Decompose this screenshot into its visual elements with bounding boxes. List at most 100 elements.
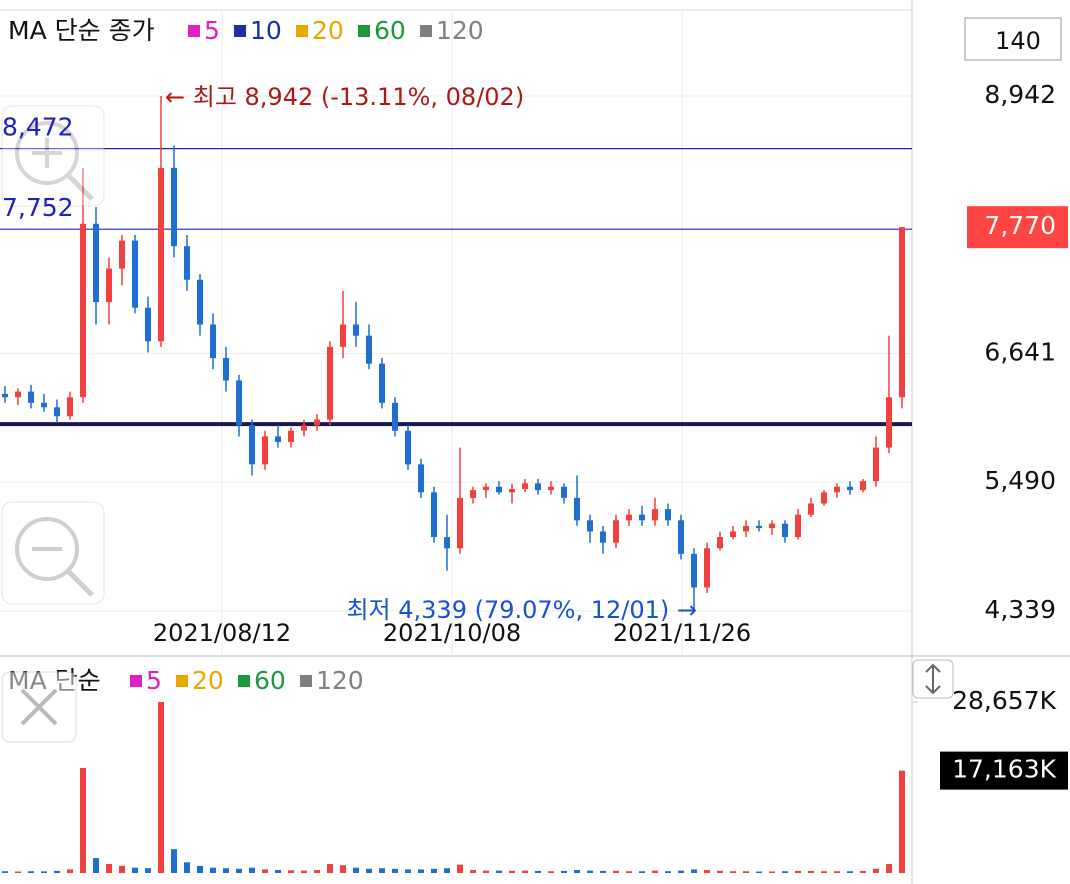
low-annotation: 최저 4,339 (79.07%, 12/01) → xyxy=(346,596,697,624)
candle-body xyxy=(54,407,60,417)
candle-body xyxy=(288,430,294,442)
volume-bar xyxy=(873,868,879,873)
candle-body xyxy=(405,430,411,465)
candle-body xyxy=(470,490,476,498)
volume-bar xyxy=(145,868,151,873)
candle-body xyxy=(561,486,567,498)
volume-bar xyxy=(717,870,723,873)
volume-bar xyxy=(782,871,788,873)
candle-body xyxy=(535,483,541,491)
volume-bar xyxy=(639,871,645,873)
candle-body xyxy=(236,380,242,426)
candle-body xyxy=(275,436,281,442)
current-volume-label: 17,163K xyxy=(952,755,1056,784)
price-line-label: 8,472 xyxy=(2,113,74,142)
volume-bar xyxy=(652,870,658,873)
period-count[interactable]: 140 xyxy=(995,27,1041,55)
volume-ma-legend: 5 20 60 120 xyxy=(130,666,364,695)
candle-body xyxy=(483,486,489,491)
volume-bar xyxy=(600,870,606,873)
volume-bar xyxy=(431,868,437,873)
volume-bar xyxy=(197,865,203,873)
volume-bar xyxy=(847,871,853,873)
candle-body xyxy=(899,227,905,398)
zoom-out-handle xyxy=(66,569,94,597)
resize-arrow-heads xyxy=(925,663,941,695)
zoom-in-button[interactable] xyxy=(1,105,105,207)
candle-body xyxy=(457,497,463,549)
candle-body xyxy=(444,537,450,549)
price-line-label: 7,752 xyxy=(2,193,74,222)
resize-button[interactable] xyxy=(912,659,954,699)
candle-body xyxy=(15,391,21,398)
candle-body xyxy=(2,393,8,398)
candle-body xyxy=(392,402,398,431)
candle-body xyxy=(249,425,255,465)
volume-bar xyxy=(743,871,749,873)
legend-swatch xyxy=(188,25,200,37)
candle-body xyxy=(184,246,190,280)
candle-body xyxy=(795,514,801,538)
candle-body xyxy=(587,520,593,532)
close-panel-button[interactable] xyxy=(1,671,77,743)
volume-bar xyxy=(106,864,112,873)
volume-bar xyxy=(80,767,86,873)
candle-body xyxy=(158,167,164,342)
volume-bar xyxy=(327,864,333,873)
candle-body xyxy=(509,488,515,493)
volume-bar xyxy=(483,870,489,873)
candle-body xyxy=(821,492,827,504)
candle-body xyxy=(847,486,853,491)
volume-bar xyxy=(119,865,125,873)
legend-label: 20 xyxy=(192,666,224,695)
volume-bar xyxy=(574,870,580,873)
legend-swatch xyxy=(358,25,370,37)
volume-bar xyxy=(405,869,411,873)
volume-bar xyxy=(795,870,801,873)
y-tick-label: 4,339 xyxy=(984,595,1056,624)
candle-body xyxy=(834,486,840,493)
period-box[interactable] xyxy=(964,17,1062,61)
legend-label: 120 xyxy=(316,666,364,695)
candle-body xyxy=(496,486,502,493)
candle-body xyxy=(860,481,866,491)
volume-bar xyxy=(613,870,619,873)
volume-bar xyxy=(67,869,73,873)
volume-bar xyxy=(808,870,814,873)
volume-bar xyxy=(15,871,21,873)
legend-swatch xyxy=(176,675,188,687)
legend-label: 60 xyxy=(374,16,406,45)
y-tick-label: 8,942 xyxy=(984,80,1056,109)
zoom-out-button[interactable] xyxy=(1,501,105,605)
candle-body xyxy=(119,240,125,269)
candle-body xyxy=(41,402,47,408)
volume-bar xyxy=(730,871,736,873)
ma-header: MA 단순 종가 xyxy=(8,16,155,45)
volume-bar xyxy=(899,770,905,873)
volume-bar xyxy=(561,870,567,873)
volume-bar xyxy=(392,868,398,873)
candle-body xyxy=(197,279,203,325)
volume-bar xyxy=(353,867,359,873)
candle-body xyxy=(353,324,359,336)
zoom-out-bg[interactable] xyxy=(1,501,105,605)
legend-swatch xyxy=(130,675,142,687)
candle-body xyxy=(301,425,307,431)
current-price-label: 7,770 xyxy=(984,211,1056,240)
volume-bar xyxy=(54,870,60,873)
candle-body xyxy=(743,525,749,532)
volume-bar xyxy=(509,870,515,873)
close-x xyxy=(20,688,58,726)
candle-body xyxy=(652,509,658,521)
candle-body xyxy=(80,223,86,398)
volume-bar xyxy=(548,871,554,873)
zoom-in-bg[interactable] xyxy=(1,105,105,207)
candle-body xyxy=(704,548,710,588)
volume-bar xyxy=(496,870,502,873)
candle-body xyxy=(522,483,528,489)
legend-label: 5 xyxy=(146,666,162,695)
volume-bar xyxy=(769,871,775,873)
legend-swatch xyxy=(238,675,250,687)
candle-body xyxy=(782,523,788,538)
